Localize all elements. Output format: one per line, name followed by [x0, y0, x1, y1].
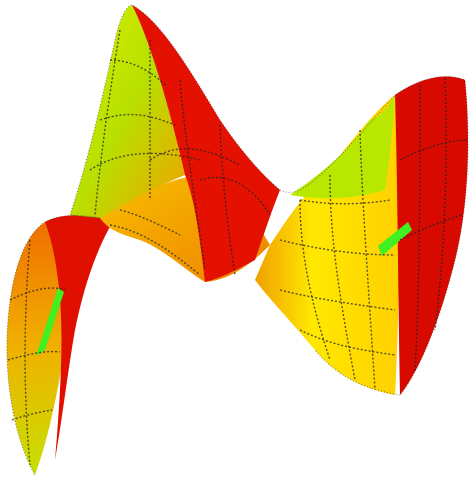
left-lobe-red — [45, 210, 120, 460]
left-stripe — [36, 288, 64, 356]
peak-left-face — [70, 5, 185, 218]
right-end — [395, 76, 468, 395]
outline — [6, 4, 469, 476]
peak-right-face — [132, 5, 280, 282]
mesh — [7, 29, 469, 466]
right-wing-top — [290, 95, 395, 199]
right-stripe — [378, 222, 412, 256]
